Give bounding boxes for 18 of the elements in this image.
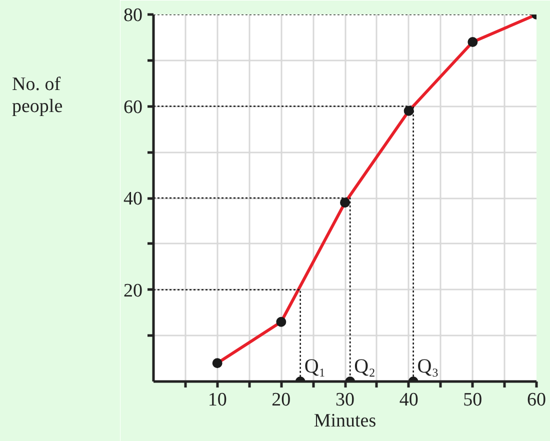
x-tick-label: 60 [527, 390, 546, 410]
annotation: Q₂ [354, 356, 376, 378]
annotation: Q₃ [417, 356, 439, 378]
y-tick-label: 40 [124, 188, 142, 210]
point [404, 106, 414, 116]
x-tick-label: 30 [336, 390, 354, 410]
x-axis-title: Minutes [314, 410, 376, 432]
point [468, 37, 478, 48]
y-tick-label: 80 [124, 5, 142, 26]
x-tick-label: 50 [463, 390, 482, 410]
x-tick-label: 20 [272, 390, 291, 410]
point [340, 198, 350, 208]
annotation: Q₁ [304, 356, 326, 378]
y-tick-label: 20 [124, 280, 142, 302]
y-axis-title: No. of people [12, 74, 63, 118]
y-tick-label: 60 [124, 96, 142, 118]
x-tick-label: 40 [399, 390, 418, 410]
x-tick-label: 10 [208, 390, 227, 410]
